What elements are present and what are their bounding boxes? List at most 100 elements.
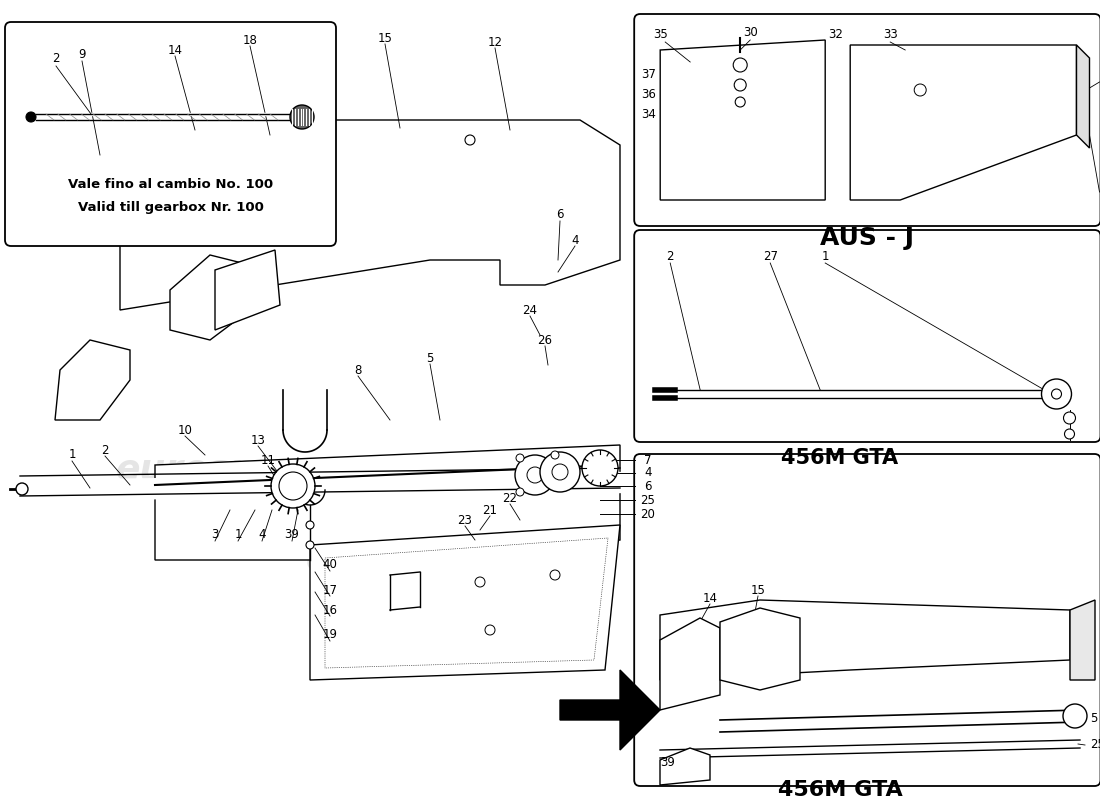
- Circle shape: [1064, 412, 1076, 424]
- Polygon shape: [310, 525, 620, 680]
- Circle shape: [290, 105, 314, 129]
- Circle shape: [1065, 429, 1075, 439]
- Text: 30: 30: [742, 26, 758, 38]
- Text: 26: 26: [538, 334, 552, 346]
- Circle shape: [550, 570, 560, 580]
- Polygon shape: [120, 120, 620, 310]
- Text: 4: 4: [571, 234, 579, 246]
- Text: 10: 10: [177, 423, 192, 437]
- Text: 17: 17: [322, 583, 338, 597]
- Circle shape: [1063, 704, 1087, 728]
- Text: 35: 35: [652, 27, 668, 41]
- Circle shape: [527, 467, 543, 483]
- Circle shape: [735, 97, 745, 107]
- Circle shape: [279, 472, 307, 500]
- Text: 456M GTA: 456M GTA: [781, 448, 899, 468]
- Text: 7: 7: [645, 454, 651, 466]
- Text: 8: 8: [354, 363, 362, 377]
- Circle shape: [306, 521, 313, 529]
- Circle shape: [551, 451, 559, 459]
- Text: 14: 14: [167, 43, 183, 57]
- Text: 15: 15: [750, 583, 766, 597]
- Circle shape: [552, 464, 568, 480]
- Circle shape: [465, 135, 475, 145]
- Circle shape: [540, 452, 580, 492]
- Text: Vale fino al cambio No. 100: Vale fino al cambio No. 100: [68, 178, 273, 191]
- Text: 20: 20: [640, 507, 656, 521]
- Text: 39: 39: [661, 755, 675, 769]
- Circle shape: [582, 450, 618, 486]
- Text: 14: 14: [703, 591, 717, 605]
- Polygon shape: [660, 40, 825, 200]
- Text: 6: 6: [645, 479, 651, 493]
- Text: AUS - J: AUS - J: [821, 226, 914, 250]
- Circle shape: [1042, 379, 1071, 409]
- Text: 25: 25: [1090, 738, 1100, 751]
- Text: 19: 19: [322, 629, 338, 642]
- Text: 34: 34: [641, 109, 656, 122]
- FancyBboxPatch shape: [635, 14, 1100, 226]
- Text: 9: 9: [78, 49, 86, 62]
- Text: 12: 12: [487, 35, 503, 49]
- Polygon shape: [55, 340, 130, 420]
- Text: 36: 36: [641, 89, 656, 102]
- Text: 3: 3: [211, 529, 219, 542]
- Text: 1: 1: [234, 529, 242, 542]
- Circle shape: [734, 79, 746, 91]
- Polygon shape: [660, 600, 1070, 680]
- Circle shape: [516, 488, 524, 496]
- Text: eurospares: eurospares: [690, 190, 830, 210]
- Polygon shape: [1070, 600, 1094, 680]
- Text: 33: 33: [883, 27, 898, 41]
- FancyBboxPatch shape: [6, 22, 336, 246]
- Circle shape: [271, 464, 315, 508]
- Text: 40: 40: [322, 558, 338, 571]
- Text: 25: 25: [640, 494, 656, 506]
- Text: 5: 5: [1090, 711, 1098, 725]
- Circle shape: [1052, 389, 1062, 399]
- Polygon shape: [155, 445, 620, 560]
- Text: 18: 18: [243, 34, 257, 46]
- Circle shape: [516, 454, 524, 462]
- Circle shape: [485, 625, 495, 635]
- Text: 21: 21: [483, 503, 497, 517]
- Circle shape: [914, 84, 926, 96]
- Text: 22: 22: [503, 491, 517, 505]
- Text: 2: 2: [101, 443, 109, 457]
- Polygon shape: [660, 748, 710, 785]
- Polygon shape: [720, 608, 800, 690]
- Text: 15: 15: [377, 31, 393, 45]
- Text: eurospares: eurospares: [306, 543, 535, 577]
- Circle shape: [26, 112, 36, 122]
- Text: 13: 13: [251, 434, 265, 446]
- Text: eurospares: eurospares: [749, 610, 890, 630]
- Text: 4: 4: [645, 466, 651, 479]
- Text: 11: 11: [261, 454, 275, 466]
- Text: 37: 37: [641, 69, 656, 82]
- Polygon shape: [560, 670, 660, 750]
- Circle shape: [306, 541, 313, 549]
- Circle shape: [475, 577, 485, 587]
- Polygon shape: [170, 255, 250, 340]
- Text: 2: 2: [53, 51, 59, 65]
- Text: 6: 6: [557, 209, 563, 222]
- Text: 456M GTA: 456M GTA: [778, 780, 902, 800]
- Polygon shape: [214, 250, 280, 330]
- FancyBboxPatch shape: [635, 230, 1100, 442]
- Polygon shape: [850, 45, 1077, 200]
- Polygon shape: [1077, 45, 1089, 148]
- FancyBboxPatch shape: [635, 454, 1100, 786]
- Text: 27: 27: [762, 250, 778, 262]
- Text: 24: 24: [522, 303, 538, 317]
- Text: 2: 2: [667, 250, 674, 262]
- Text: Valid till gearbox Nr. 100: Valid till gearbox Nr. 100: [78, 202, 263, 214]
- Text: 39: 39: [285, 529, 299, 542]
- Text: 32: 32: [828, 27, 843, 41]
- Text: 1: 1: [822, 250, 829, 262]
- Polygon shape: [660, 618, 720, 710]
- Text: eurospares: eurospares: [116, 453, 344, 487]
- Text: 16: 16: [322, 603, 338, 617]
- Circle shape: [515, 455, 556, 495]
- Text: 4: 4: [258, 529, 266, 542]
- Text: 5: 5: [427, 351, 433, 365]
